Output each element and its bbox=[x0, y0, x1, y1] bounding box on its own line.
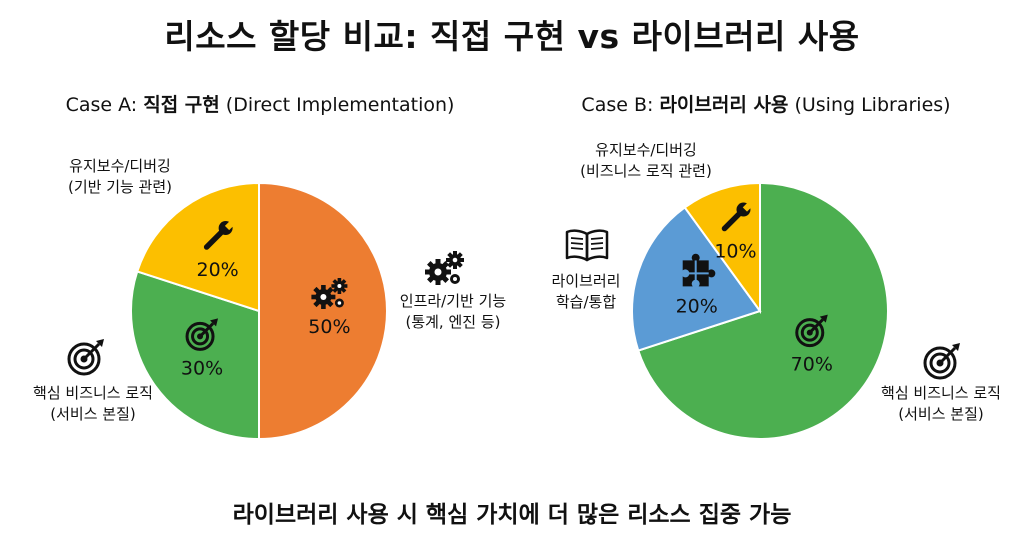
chart-b-title: Case B: 라이브러리 사용 (Using Libraries) bbox=[526, 90, 1006, 117]
pie-label-a-infra: 50% bbox=[308, 316, 350, 338]
wrench-icon bbox=[721, 200, 755, 232]
target-icon bbox=[185, 318, 219, 351]
target-icon bbox=[795, 314, 828, 348]
label-a-infra: 인프라/기반 기능 (통계, 엔진 등) bbox=[378, 291, 528, 333]
wrench-icon bbox=[203, 218, 237, 250]
chart-b-title-suffix: (Using Libraries) bbox=[788, 94, 951, 116]
chart-a-title-prefix: Case A: bbox=[65, 94, 144, 116]
pie-label-b-maint: 10% bbox=[714, 241, 756, 263]
pie-chart-b: 70% 20% 10% bbox=[631, 181, 889, 440]
footer-caption: 라이브러리 사용 시 핵심 가치에 더 많은 리소스 집중 가능 bbox=[232, 502, 792, 528]
label-b-learn-line1: 라이브러리 bbox=[551, 272, 621, 290]
label-a-maint-line2: (기반 기능 관련) bbox=[67, 178, 173, 196]
chart-b-title-prefix: Case B: bbox=[581, 94, 660, 116]
pie-label-b-core: 70% bbox=[791, 354, 833, 376]
label-b-learn-line2: 학습/통합 bbox=[555, 293, 617, 311]
pie-slice-a-core bbox=[130, 270, 260, 441]
pie-label-a-core: 30% bbox=[181, 357, 223, 379]
target-icon bbox=[67, 339, 104, 376]
target-icon bbox=[923, 343, 960, 380]
book-icon bbox=[565, 229, 609, 262]
pie-label-b-learn: 20% bbox=[676, 295, 718, 317]
pie-chart-a: 50% 30% 20% bbox=[130, 181, 388, 441]
label-a-maint: 유지보수/디버깅 (기반 기능 관련) bbox=[40, 156, 200, 198]
chart-a-title-suffix: (Direct Implementation) bbox=[219, 94, 455, 116]
label-a-core-line2: (서비스 본질) bbox=[50, 405, 136, 423]
page-title: 리소스 할당 비교: 직접 구현 vs 라이브러리 사용 bbox=[164, 17, 860, 56]
label-a-core-line1: 핵심 비즈니스 로직 bbox=[33, 384, 153, 402]
label-b-core-line2: (서비스 본질) bbox=[898, 405, 984, 423]
chart-a-title: Case A: 직접 구현 (Direct Implementation) bbox=[20, 90, 500, 117]
label-b-core: 핵심 비즈니스 로직 (서비스 본질) bbox=[866, 383, 1016, 425]
pie-slice-a-maint bbox=[136, 181, 260, 313]
pie-label-a-maint: 20% bbox=[197, 259, 239, 281]
gears-icon bbox=[311, 278, 348, 309]
label-a-maint-line1: 유지보수/디버깅 bbox=[69, 157, 171, 175]
label-a-infra-line2: (통계, 엔진 등) bbox=[405, 313, 501, 331]
label-b-core-line1: 핵심 비즈니스 로직 bbox=[881, 384, 1001, 402]
label-b-maint-line2: (비즈니스 로직 관련) bbox=[580, 162, 712, 180]
label-a-infra-line1: 인프라/기반 기능 bbox=[399, 292, 507, 310]
label-a-core: 핵심 비즈니스 로직 (서비스 본질) bbox=[18, 383, 168, 425]
pie-slice-b-core bbox=[637, 181, 889, 440]
pie-slice-a-infra bbox=[258, 181, 388, 441]
label-b-learn: 라이브러리 학습/통합 bbox=[536, 271, 636, 313]
chart-a-title-bold: 직접 구현 bbox=[143, 94, 220, 116]
chart-b-title-bold: 라이브러리 사용 bbox=[659, 94, 789, 116]
gears-icon bbox=[425, 251, 464, 285]
puzzle-icon bbox=[682, 253, 716, 287]
label-b-maint-line1: 유지보수/디버깅 bbox=[595, 141, 697, 159]
label-b-maint: 유지보수/디버깅 (비즈니스 로직 관련) bbox=[566, 140, 726, 182]
